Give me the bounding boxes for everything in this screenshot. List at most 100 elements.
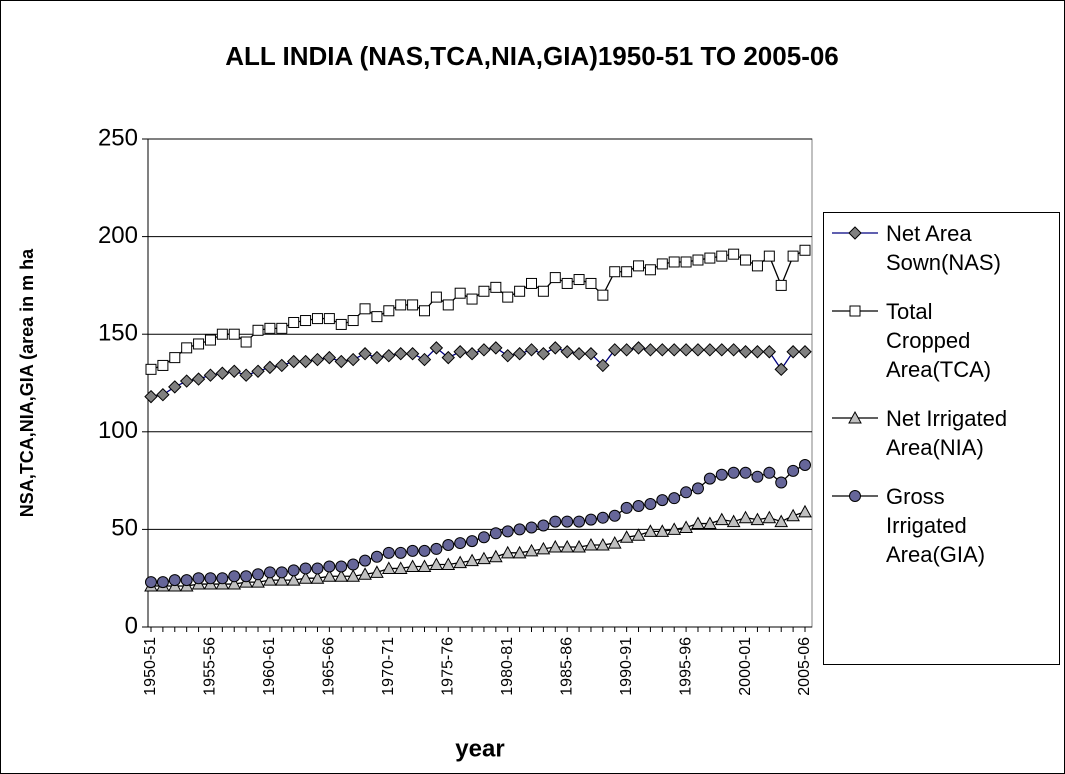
data-point [252,568,265,581]
data-point [656,258,668,270]
data-point [239,368,253,382]
data-point [536,347,551,361]
data-point [763,250,775,262]
data-point [488,549,503,563]
data-point [299,562,312,575]
legend-icon [832,305,878,317]
data-point [739,466,752,479]
data-point [286,573,301,586]
data-point [346,569,360,582]
data-point [346,352,360,367]
data-point [740,254,752,266]
data-point [371,311,383,323]
x-tick-label: 1950-51 [142,637,159,696]
data-point [275,566,288,579]
data-point [298,571,313,584]
data-point [501,348,515,363]
data-point [596,511,609,524]
legend-label: Net Area Sown(NAS) [886,221,1001,275]
legend-entry: Total Cropped Area(TCA) [832,297,1059,384]
data-point [466,535,479,548]
data-point [193,338,205,350]
data-point [145,576,157,589]
data-point [549,515,562,528]
data-point [286,354,301,369]
data-point [216,328,228,340]
data-point [393,561,408,574]
data-point [633,260,645,272]
data-point [251,575,265,588]
data-point [656,494,669,507]
data-point [631,528,646,541]
data-point [572,539,586,553]
data-point [512,545,527,559]
data-point [667,522,682,535]
data-point [596,358,610,373]
data-point [370,550,383,563]
data-point [621,266,633,278]
data-point [763,466,776,479]
data-point [477,551,491,565]
data-point [608,509,621,522]
data-point [585,277,597,289]
data-point [738,345,753,359]
legend-icon [832,226,878,240]
data-point [632,499,645,512]
data-point [335,318,347,330]
x-tick-label: 1975-76 [439,637,456,696]
data-point [679,520,693,533]
data-point [204,572,217,585]
data-point [643,524,658,537]
data-point [799,458,811,471]
data-point [417,352,432,367]
data-point [478,285,490,297]
data-point [704,252,716,264]
legend-entry: Net Irrigated Area(NIA) [832,404,1059,462]
data-point [310,571,325,584]
data-point [726,514,741,528]
data-point [728,248,740,260]
legend-entry: Net Area Sown(NAS) [832,219,1059,277]
data-point [679,343,693,357]
data-point [631,341,646,355]
data-point [300,315,312,327]
data-point [335,560,348,573]
legend-marker [849,490,861,502]
data-point [466,293,478,305]
data-point [786,508,800,522]
data-point [454,537,467,550]
y-tick-label: 250 [98,124,138,151]
data-point [608,343,622,357]
data-point [169,352,181,364]
y-tick-label: 150 [98,320,138,347]
data-point [668,492,681,505]
data-point [655,343,670,357]
data-point [787,464,800,477]
data-point [417,559,432,572]
data-point [204,334,216,346]
data-point [264,322,276,334]
x-tick-label: 1990-91 [618,637,635,696]
data-point [799,244,811,256]
data-point [179,374,194,388]
data-point [525,521,538,534]
data-point [216,572,229,585]
data-point [298,354,313,369]
data-point [512,347,527,361]
data-point [430,542,443,555]
data-point [501,525,514,538]
data-point [750,345,765,359]
legend-marker [848,226,862,240]
data-point [311,562,324,575]
data-point [227,364,241,378]
data-point [429,557,444,571]
data-point [157,359,169,371]
data-point [215,366,230,380]
data-point [252,324,264,336]
data-point [774,362,788,377]
y-tick-label: 50 [111,515,138,542]
data-point [429,341,444,355]
data-point [156,576,169,589]
data-point [572,347,586,361]
